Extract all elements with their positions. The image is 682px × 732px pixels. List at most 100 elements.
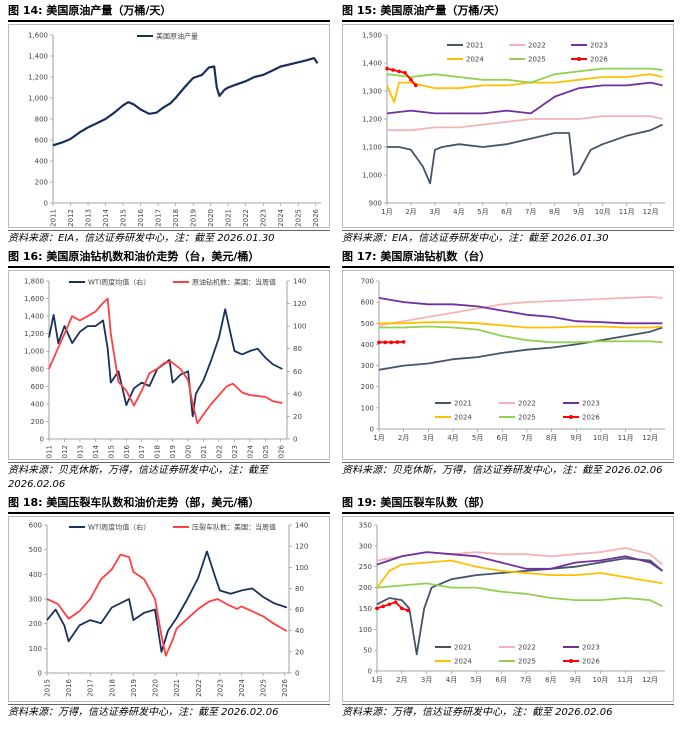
y2-tick-label: 20 bbox=[295, 648, 304, 656]
y2-tick-label: 140 bbox=[295, 522, 308, 530]
legend-label: 2024 bbox=[454, 414, 472, 422]
legend-label: 压裂车队数：美国：当周值 bbox=[192, 523, 276, 532]
fig17-title: 图 17: 美国原油钻机数（台） bbox=[342, 250, 491, 263]
x-tick-label: 3月 bbox=[423, 434, 434, 442]
x-tick-label: 1月 bbox=[381, 208, 392, 216]
y-tick-label: 0 bbox=[368, 668, 372, 676]
y-tick-label: 0 bbox=[44, 200, 48, 208]
x-tick-label: 6月 bbox=[497, 434, 508, 442]
x-tick-label: 2012 bbox=[67, 209, 75, 227]
x-tick-label: 4月 bbox=[453, 208, 464, 216]
x-tick-label: 2025 bbox=[260, 679, 268, 697]
series-point bbox=[387, 602, 392, 607]
x-tick-label: 2014 bbox=[102, 208, 110, 226]
x-tick-label: 2025 bbox=[295, 209, 303, 227]
fig14-chart: 0 200 400 600 800 1,000 1,200 1,400 1,600 2011 201… bbox=[8, 24, 330, 228]
y-tick-label: 600 bbox=[35, 137, 48, 145]
series-line-4 bbox=[376, 582, 663, 608]
y2-tick-label: 60 bbox=[293, 368, 302, 376]
x-tick-label: 2024 bbox=[238, 678, 246, 696]
legend-label: 2022 bbox=[528, 42, 546, 50]
panel-fig18: 图 18: 美国压裂车队数和油价走势（部，美元/桶） 0 100 200 300 400… bbox=[8, 494, 330, 726]
y-tick-label: 250 bbox=[359, 563, 372, 571]
legend-label: 2022 bbox=[518, 400, 536, 408]
series-line-3 bbox=[379, 321, 663, 329]
x-tick-label: 2011 bbox=[50, 209, 58, 227]
series-point bbox=[400, 606, 404, 611]
series-line-4 bbox=[379, 325, 663, 344]
y-tick-label: 1,200 bbox=[24, 330, 44, 338]
x-tick-label: 2018 bbox=[108, 679, 116, 697]
legend-label: 美国原油产量 bbox=[156, 32, 198, 41]
fig14-source: 资料来源：EIA，信达证券研发中心，注：截至 2026.01.30 bbox=[8, 233, 275, 244]
legend-label: 2021 bbox=[466, 42, 484, 50]
y-tick-label: 200 bbox=[29, 620, 42, 628]
fig19-source: 资料来源：万得，信达证券研发中心，注：截至 2026.02.06 bbox=[342, 707, 613, 718]
legend-label: 2026 bbox=[582, 658, 600, 666]
series-point bbox=[401, 340, 406, 344]
x-tick-label: 2022 bbox=[216, 445, 224, 459]
fig16-chart: 0 200 400 600 800 1,000 1,200 1,400 1,600 1,800 0 2… bbox=[8, 270, 330, 460]
y-tick-label: 100 bbox=[29, 645, 42, 653]
series-point bbox=[413, 83, 418, 88]
series-line-0 bbox=[46, 550, 288, 653]
x-tick-label: 12月 bbox=[642, 434, 658, 442]
x-tick-label: 12月 bbox=[642, 676, 658, 684]
panel-fig17: 图 17: 美国原油钻机数（台） 0 100 200 300 400 500 600 700 1… bbox=[342, 248, 674, 492]
x-tick-label: 7月 bbox=[525, 208, 536, 216]
legend-label: 2024 bbox=[466, 56, 484, 64]
x-tick-label: 2011 bbox=[46, 445, 54, 459]
x-tick-label: 2021 bbox=[225, 209, 233, 227]
x-tick-label: 2021 bbox=[200, 445, 208, 459]
fig16-title: 图 16: 美国原油钻机数和油价走势（台，美元/桶） bbox=[8, 250, 260, 263]
x-tick-label: 2015 bbox=[107, 445, 115, 459]
legend-marker bbox=[569, 415, 573, 419]
x-tick-label: 2014 bbox=[92, 444, 100, 459]
series-point bbox=[385, 66, 389, 71]
x-tick-label: 9月 bbox=[573, 208, 584, 216]
x-tick-label: 6月 bbox=[501, 208, 512, 216]
legend-marker bbox=[569, 659, 573, 663]
x-tick-label: 2017 bbox=[155, 209, 163, 227]
y2-tick-label: 140 bbox=[293, 278, 306, 286]
y-tick-label: 200 bbox=[359, 584, 372, 592]
y-tick-label: 50 bbox=[363, 647, 372, 655]
legend-label: 2024 bbox=[454, 658, 472, 666]
x-tick-label: 2013 bbox=[76, 445, 84, 459]
series-line-0 bbox=[387, 123, 663, 185]
y2-tick-label: 100 bbox=[295, 564, 308, 572]
y-tick-label: 500 bbox=[361, 320, 374, 328]
y-tick-label: 1,600 bbox=[24, 295, 44, 303]
y2-tick-label: 40 bbox=[293, 390, 302, 398]
y-tick-label: 100 bbox=[361, 404, 374, 412]
panel-fig14: 图 14: 美国原油产量（万桶/天） 0 200 400 600 800 1,000 1,2… bbox=[8, 2, 330, 244]
series-line-0 bbox=[376, 557, 664, 656]
y-tick-label: 400 bbox=[361, 341, 374, 349]
y-tick-label: 1,200 bbox=[28, 74, 48, 82]
y-tick-label: 600 bbox=[361, 299, 374, 307]
fig16-source: 资料来源：贝克休斯，万得，信达证券研发中心，注：截至 2026.02.06 bbox=[8, 465, 268, 490]
y-tick-label: 1,000 bbox=[362, 172, 382, 180]
x-tick-label: 12月 bbox=[643, 208, 659, 216]
y-tick-label: 1,400 bbox=[362, 60, 382, 68]
panel-fig15: 图 15: 美国原油产量（万桶/天） 900 1,000 1,100 1,200 1,3… bbox=[342, 2, 674, 244]
legend-label: 2021 bbox=[454, 400, 472, 408]
x-tick-label: 2016 bbox=[137, 208, 145, 226]
legend-label: 2026 bbox=[590, 56, 608, 64]
x-tick-label: 2023 bbox=[231, 445, 239, 459]
series-line-1 bbox=[376, 546, 664, 566]
x-tick-label: 5月 bbox=[471, 676, 482, 684]
y-tick-label: 300 bbox=[361, 362, 374, 370]
x-tick-label: 2026 bbox=[312, 208, 320, 226]
y2-tick-label: 80 bbox=[295, 585, 304, 593]
y-tick-label: 200 bbox=[361, 383, 374, 391]
fig18-chart: 0 100 200 300 400 500 600 0 20 40 60 80 100 120 140 201… bbox=[8, 516, 330, 702]
x-tick-label: 2019 bbox=[169, 445, 177, 459]
fig17-chart: 0 100 200 300 400 500 600 700 1月 2月 3月 4月 5月 6月 7月 8月 9月… bbox=[342, 270, 674, 460]
x-tick-label: 8月 bbox=[545, 676, 556, 684]
x-tick-label: 7月 bbox=[521, 434, 532, 442]
x-tick-label: 2022 bbox=[242, 209, 250, 227]
series-point bbox=[391, 68, 395, 72]
fig15-chart: 900 1,000 1,100 1,200 1,300 1,400 1,500 1月 2月 3月 4… bbox=[342, 24, 674, 228]
y2-tick-label: 120 bbox=[293, 300, 306, 308]
